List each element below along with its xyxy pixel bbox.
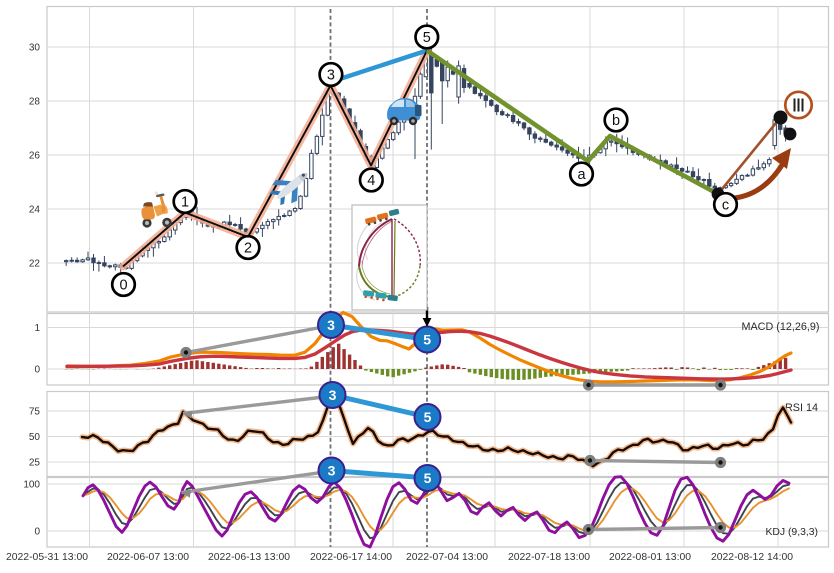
svg-text:a: a [577,167,586,183]
svg-text:RSI 14: RSI 14 [785,402,818,414]
svg-text:3: 3 [328,463,336,479]
svg-text:3: 3 [329,387,337,403]
svg-text:5: 5 [423,30,431,46]
svg-text:5: 5 [424,470,432,486]
svg-text:22: 22 [29,259,41,270]
svg-text:2022-07-18 13:00: 2022-07-18 13:00 [508,552,590,563]
svg-text:3: 3 [327,317,335,333]
svg-text:3: 3 [327,68,335,84]
svg-text:100: 100 [23,480,40,491]
svg-text:75: 75 [29,407,41,418]
svg-text:1: 1 [181,195,189,211]
svg-text:5: 5 [424,409,432,425]
svg-text:2022-08-12 14:00: 2022-08-12 14:00 [711,552,793,563]
svg-text:c: c [722,198,729,214]
svg-text:28: 28 [29,97,41,108]
svg-text:1: 1 [34,323,40,334]
svg-text:2022-06-13 13:00: 2022-06-13 13:00 [208,552,290,563]
svg-text:2022-07-04 13:00: 2022-07-04 13:00 [406,552,488,563]
svg-text:30: 30 [29,43,41,54]
svg-text:0: 0 [34,365,40,376]
svg-text:2: 2 [244,241,252,257]
svg-text:4: 4 [367,173,375,189]
svg-text:5: 5 [423,332,431,348]
svg-text:50: 50 [29,432,41,443]
svg-text:0: 0 [34,527,40,538]
svg-text:2022-08-01 13:00: 2022-08-01 13:00 [609,552,691,563]
svg-text:0: 0 [119,278,127,294]
svg-text:2022-05-31 13:00: 2022-05-31 13:00 [6,552,88,563]
svg-text:b: b [612,113,620,129]
svg-text:25: 25 [29,458,41,469]
svg-text:2022-06-07 13:00: 2022-06-07 13:00 [107,552,189,563]
svg-text:26: 26 [29,151,41,162]
svg-text:KDJ (9,3,3): KDJ (9,3,3) [765,527,818,538]
svg-text:MACD (12,26,9): MACD (12,26,9) [741,321,819,333]
svg-text:24: 24 [29,205,41,216]
svg-text:2022-06-17 14:00: 2022-06-17 14:00 [310,552,392,563]
